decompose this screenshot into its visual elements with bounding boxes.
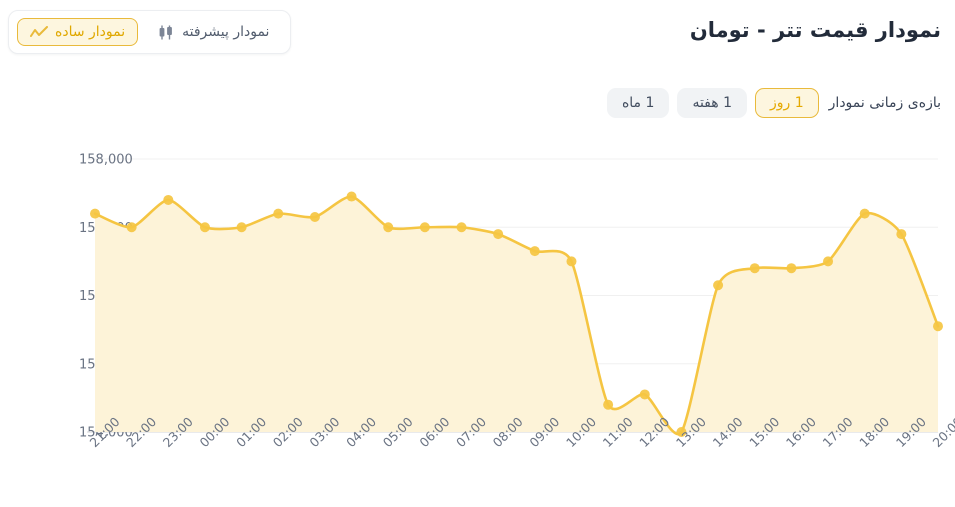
chart-data-point[interactable]: 00:00 — 157,000 bbox=[199, 222, 210, 233]
chart-data-point[interactable]: 08:00 — 156,900 bbox=[493, 229, 504, 240]
range-option-1-day[interactable]: 1 روز bbox=[755, 88, 819, 118]
chart-data-point[interactable]: 03:00 — 157,150 bbox=[309, 212, 320, 223]
chart-data-point[interactable]: 22:00 — 157,000 bbox=[126, 222, 137, 233]
chart-data-point[interactable]: 15:00 — 156,400 bbox=[749, 263, 760, 274]
chart-data-point[interactable]: 19:00 — 156,900 bbox=[896, 229, 907, 240]
chart-data-point[interactable]: 10:00 — 156,500 bbox=[566, 256, 577, 267]
candlestick-chart-icon bbox=[157, 25, 175, 40]
chart-data-points[interactable]: 21:00 — 157,200 22:00 — 157,000 23:00 — 15… bbox=[90, 191, 943, 437]
chart-data-point[interactable]: 18:00 — 157,200 bbox=[859, 208, 870, 219]
y-axis-tick-label: 158,000 bbox=[79, 153, 133, 168]
chart-data-point[interactable]: 04:00 — 157,450 bbox=[346, 191, 357, 202]
chart-data-point[interactable]: 16:00 — 156,400 bbox=[786, 263, 797, 274]
chart-data-point[interactable]: 02:00 — 157,200 bbox=[273, 208, 284, 219]
chart-data-point[interactable]: 06:00 — 157,000 bbox=[419, 222, 430, 233]
chart-header: نمودار قیمت تتر - تومان نمودار ساده نمود… bbox=[0, 0, 955, 72]
time-range-selector: بازه‌ی زمانی نمودار 1 روز 1 هفته 1 ماه bbox=[606, 88, 941, 118]
line-chart-icon bbox=[30, 25, 48, 39]
chart-data-point[interactable]: 20:00 — 155,550 bbox=[933, 321, 943, 332]
chart-data-point[interactable]: 13:00 — 154,000 bbox=[676, 427, 687, 437]
chart-data-point[interactable]: 21:00 — 157,200 bbox=[90, 208, 100, 219]
simple-chart-label: نمودار ساده bbox=[55, 24, 126, 40]
page-title: نمودار قیمت تتر - تومان bbox=[689, 18, 941, 42]
simple-chart-button[interactable]: نمودار ساده bbox=[17, 18, 139, 46]
chart-data-point[interactable]: 05:00 — 157,000 bbox=[383, 222, 394, 233]
chart-data-point[interactable]: 11:00 — 154,400 bbox=[603, 399, 614, 410]
chart-data-point[interactable]: 14:00 — 156,150 bbox=[713, 280, 724, 291]
chart-data-point[interactable]: 09:00 — 156,650 bbox=[529, 246, 540, 257]
time-range-label: بازه‌ی زمانی نمودار bbox=[828, 95, 941, 111]
chart-data-point[interactable]: 07:00 — 157,000 bbox=[456, 222, 467, 233]
advanced-chart-label: نمودار پیشرفته bbox=[182, 24, 270, 40]
chart-data-point[interactable]: 01:00 — 157,000 bbox=[236, 222, 247, 233]
range-option-1-week[interactable]: 1 هفته bbox=[677, 88, 748, 118]
range-option-1-month[interactable]: 1 ماه bbox=[606, 88, 670, 118]
chart-mode-switch: نمودار ساده نمودار پیشرفته bbox=[8, 10, 292, 54]
chart-area-fill bbox=[95, 196, 938, 435]
advanced-chart-button[interactable]: نمودار پیشرفته bbox=[144, 18, 282, 47]
chart-data-point[interactable]: 23:00 — 157,400 bbox=[163, 194, 174, 205]
chart-data-point[interactable]: 17:00 — 156,500 bbox=[823, 256, 834, 267]
chart-data-point[interactable]: 12:00 — 154,550 bbox=[639, 389, 650, 400]
